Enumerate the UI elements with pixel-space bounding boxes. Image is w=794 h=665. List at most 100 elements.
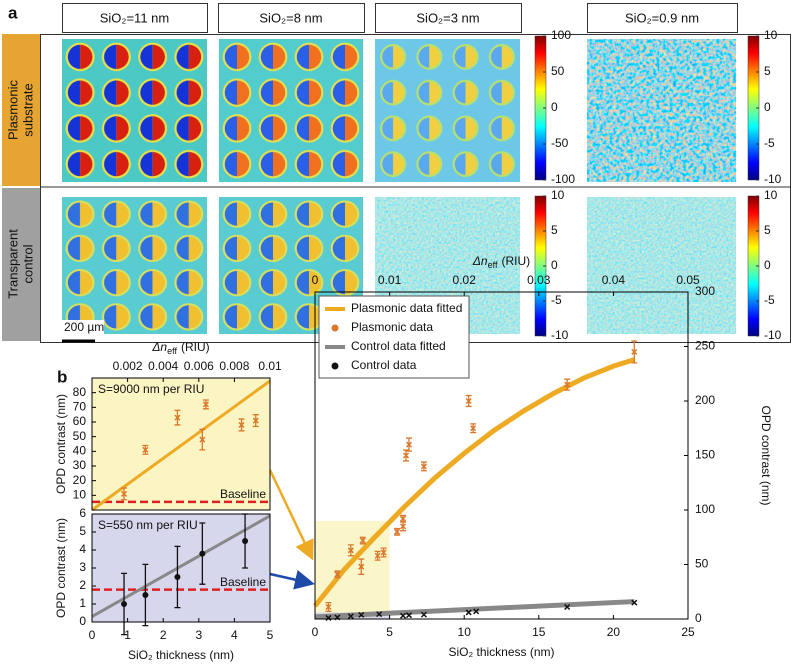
x-tick-label: 3 bbox=[195, 628, 202, 642]
data-point bbox=[380, 549, 387, 556]
legend-label: Control data bbox=[351, 358, 417, 372]
legend-swatch bbox=[331, 324, 339, 332]
colorbar-tick-label: -10 bbox=[764, 328, 782, 342]
data-point bbox=[121, 490, 128, 497]
y-tick-label: 30 bbox=[73, 458, 87, 472]
x2-label-subscript: eff bbox=[488, 260, 498, 270]
y-tick-label: 1 bbox=[79, 596, 86, 610]
x-tick-label: 10 bbox=[458, 625, 472, 639]
row-label-box bbox=[2, 34, 40, 186]
data-point bbox=[631, 348, 638, 355]
y-tick-label: 100 bbox=[695, 502, 715, 516]
colorbar-tick-label: -10 bbox=[764, 172, 782, 186]
x2-label-subscript: eff bbox=[167, 346, 177, 356]
data-point bbox=[325, 603, 332, 611]
image bbox=[62, 39, 207, 182]
y-tick-label: 20 bbox=[73, 473, 87, 487]
panel-label: b bbox=[57, 367, 67, 386]
y-tick-label: 6 bbox=[79, 506, 86, 520]
colorbar-tick-label: 0 bbox=[764, 100, 771, 114]
row-label: Transparent bbox=[5, 229, 20, 299]
column-header: SiO₂=8 nm bbox=[259, 10, 322, 25]
data-point bbox=[121, 601, 128, 607]
baseline-label: Baseline bbox=[220, 575, 266, 589]
annotation: S=9000 nm per RIU bbox=[98, 382, 204, 396]
data-point bbox=[202, 401, 209, 408]
y-tick-label: 10 bbox=[73, 488, 87, 502]
colorbar-tick-label: 0 bbox=[551, 100, 558, 114]
x-tick-label: 20 bbox=[607, 625, 621, 639]
legend-label: Plasmonic data bbox=[351, 320, 433, 334]
column-header-box bbox=[587, 3, 738, 33]
row-label: substrate bbox=[20, 83, 35, 136]
colorbar-tick-label: -5 bbox=[551, 293, 562, 307]
data-point bbox=[465, 397, 472, 405]
data-point bbox=[399, 523, 407, 530]
x2-tick-label: 0.006 bbox=[184, 359, 214, 373]
y-axis-label: OPD contrast (nm) bbox=[54, 394, 68, 494]
colorbar-tick-label: 50 bbox=[551, 64, 565, 78]
x2-tick-label: 0 bbox=[312, 273, 319, 287]
data-point bbox=[358, 563, 365, 570]
x-tick-label: 2 bbox=[160, 628, 167, 642]
x-axis-label: SiO₂ thickness (nm) bbox=[448, 645, 554, 659]
legend-swatch bbox=[331, 362, 339, 370]
baseline-label: Baseline bbox=[220, 487, 266, 501]
fit-line bbox=[313, 357, 636, 608]
colorbar-tick-label: 0 bbox=[764, 258, 771, 272]
scale-bar-label: 200 µm bbox=[64, 320, 104, 334]
data-point bbox=[142, 592, 149, 598]
data-point bbox=[374, 552, 381, 559]
x2-tick-label: 0.002 bbox=[113, 359, 143, 373]
colorbar-tick-label: 10 bbox=[764, 188, 778, 202]
image bbox=[587, 39, 736, 182]
x-tick-label: 1 bbox=[124, 628, 131, 642]
x2-tick-label: 0.04 bbox=[602, 273, 626, 287]
colorbar-tick-label: -5 bbox=[764, 136, 775, 150]
zoom-arrow bbox=[268, 469, 314, 561]
colorbar-tick-label: -50 bbox=[551, 136, 569, 150]
data-point bbox=[252, 417, 259, 424]
column-header: SiO₂=11 nm bbox=[100, 10, 169, 25]
x2-tick-label: 0.008 bbox=[219, 359, 249, 373]
colorbar-tick-label: 5 bbox=[551, 223, 558, 237]
data-point bbox=[394, 528, 401, 535]
data-point bbox=[358, 611, 365, 618]
data-point bbox=[405, 441, 413, 448]
zoom-arrow bbox=[269, 569, 315, 590]
data-point bbox=[420, 463, 427, 470]
x2-axis-label: Δneff (RIU) bbox=[151, 340, 209, 356]
y-axis-label: OPD contrast (nm) bbox=[759, 405, 773, 505]
colorbar-tick-label: 10 bbox=[764, 28, 778, 42]
x2-tick-label: 0.03 bbox=[527, 273, 551, 287]
annotation: S=550 nm per RIU bbox=[98, 518, 198, 532]
x-axis-label: SiO₂ thickness (nm) bbox=[128, 648, 234, 662]
colorbar-tick-label: -5 bbox=[764, 293, 775, 307]
data-point bbox=[347, 547, 354, 554]
y-tick-label: 3 bbox=[79, 560, 86, 574]
y-tick-label: 80 bbox=[73, 385, 87, 399]
x2-tick-label: 0.02 bbox=[453, 273, 477, 287]
y-tick-label: 50 bbox=[73, 429, 87, 443]
data-point bbox=[402, 452, 410, 459]
y-tick-label: 0 bbox=[79, 614, 86, 628]
row-label: control bbox=[20, 244, 35, 283]
x-tick-label: 4 bbox=[231, 628, 238, 642]
x-tick-label: 15 bbox=[532, 625, 546, 639]
x2-tick-label: 0.05 bbox=[676, 273, 700, 287]
data-point bbox=[174, 414, 181, 421]
data-point bbox=[473, 608, 480, 615]
image bbox=[219, 39, 363, 182]
data-point bbox=[399, 515, 407, 522]
x-tick-label: 5 bbox=[267, 628, 274, 642]
y-tick-label: 70 bbox=[73, 400, 87, 414]
y-tick-label: 2 bbox=[79, 578, 86, 592]
plot-frame bbox=[91, 377, 271, 511]
column-header-box bbox=[218, 3, 365, 33]
x-tick-label: 0 bbox=[89, 628, 96, 642]
x2-label-unit: (RIU) bbox=[501, 254, 530, 268]
colorbar-tick-label: 100 bbox=[551, 28, 571, 42]
colorbar-tick-label: 5 bbox=[764, 223, 771, 237]
data-point bbox=[470, 425, 477, 432]
y-tick-label: 300 bbox=[695, 284, 715, 298]
